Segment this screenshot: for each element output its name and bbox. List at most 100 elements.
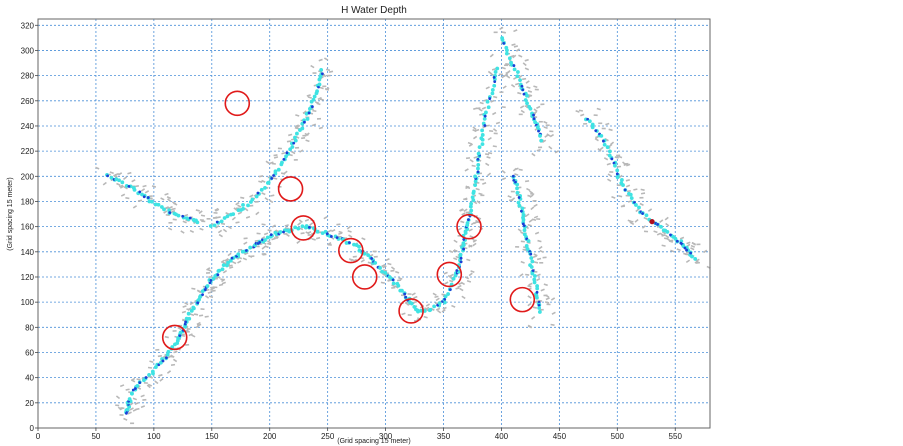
street-segment	[643, 216, 648, 220]
street-segment	[127, 171, 132, 175]
street-segment	[295, 114, 300, 117]
medium-cell	[258, 241, 262, 244]
street-segment	[306, 94, 311, 97]
street-segment	[525, 180, 530, 183]
medium-cell	[272, 174, 275, 177]
street-segment	[533, 108, 538, 113]
street-segment	[322, 85, 327, 88]
street-segment	[536, 148, 541, 152]
shallow-cell	[634, 203, 638, 207]
shallow-cell	[590, 125, 595, 130]
street-segment	[481, 106, 487, 110]
shallow-cell	[516, 200, 521, 205]
highlight-circle	[436, 261, 463, 288]
y-tick-label: 280	[21, 72, 35, 81]
shallow-cell	[525, 93, 529, 98]
street-segment	[223, 262, 228, 264]
street-segment	[225, 258, 230, 263]
street-segment	[198, 210, 203, 214]
street-segment	[493, 95, 498, 99]
medium-cell	[455, 269, 459, 272]
street-segment	[302, 110, 307, 115]
shallow-cell	[523, 98, 528, 102]
y-tick-label: 40	[25, 374, 34, 383]
street-segment	[545, 297, 550, 301]
street-segment	[295, 124, 301, 129]
street-segment	[448, 249, 454, 254]
street-segment	[120, 407, 125, 410]
street-segment	[665, 222, 670, 227]
street-segment	[323, 215, 328, 220]
street-segment	[498, 73, 503, 76]
shallow-cell	[273, 169, 278, 174]
shallow-cell	[428, 307, 433, 312]
street-segment	[196, 321, 201, 326]
street-segment	[309, 222, 314, 226]
highlight-circles	[161, 90, 536, 351]
street-segment	[373, 255, 378, 258]
shallow-cell	[226, 260, 230, 265]
shallow-cell	[117, 178, 121, 183]
shallow-cell	[362, 251, 367, 256]
street-segment	[151, 185, 157, 188]
street-segment	[244, 252, 249, 256]
street-segment	[537, 239, 542, 243]
street-segment	[514, 82, 520, 86]
street-segment	[214, 208, 220, 212]
street-segment	[173, 202, 178, 206]
shallow-cell	[477, 145, 482, 150]
street-segment	[515, 48, 521, 52]
street-segment	[228, 264, 233, 267]
shallow-cell	[147, 372, 151, 377]
shallow-cell	[602, 142, 607, 147]
street-segment	[299, 149, 304, 153]
shallow-cell	[518, 78, 522, 83]
street-segment	[432, 292, 437, 296]
street-segment	[183, 213, 189, 217]
street-segment	[172, 330, 177, 332]
street-segment	[167, 198, 172, 202]
medium-cell	[476, 170, 480, 174]
street-segment	[391, 286, 396, 289]
medium-cell	[282, 158, 286, 161]
shallow-cell	[219, 219, 224, 224]
street-segment	[235, 221, 240, 224]
street-segment	[539, 262, 544, 264]
shallow-cell	[195, 220, 200, 225]
x-tick-label: 250	[321, 432, 335, 441]
street-segment	[527, 285, 532, 288]
shallow-cell	[186, 311, 191, 316]
street-segment	[216, 216, 221, 219]
shallow-cell	[263, 185, 267, 190]
street-segment	[686, 241, 691, 245]
street-segment	[130, 422, 135, 425]
street-segment	[510, 84, 516, 88]
deep-cell	[649, 219, 655, 225]
medium-cell	[641, 212, 644, 215]
street-segment	[546, 133, 551, 137]
street-segment	[480, 178, 485, 181]
street-segment	[596, 107, 601, 111]
highlight-circle	[456, 213, 482, 240]
street-segment	[199, 314, 204, 317]
medium-cell	[256, 191, 260, 195]
street-segment	[269, 199, 274, 204]
street-segment	[258, 180, 263, 184]
shallow-cell	[153, 202, 158, 207]
street-segment	[221, 281, 226, 285]
street-segment	[250, 255, 255, 258]
street-segment	[549, 133, 555, 138]
shallow-cell	[378, 266, 382, 270]
street-segment	[227, 225, 232, 230]
street-segment	[469, 158, 474, 163]
street-segment	[160, 197, 165, 201]
shallow-cell	[265, 235, 270, 240]
street-segment	[519, 105, 525, 109]
street-segment	[583, 122, 588, 125]
street-segment	[117, 172, 123, 176]
street-segment	[527, 223, 532, 227]
street-segment	[661, 244, 666, 247]
street-segment	[626, 190, 631, 193]
shallow-cell	[471, 189, 476, 194]
street-segment	[191, 287, 196, 290]
